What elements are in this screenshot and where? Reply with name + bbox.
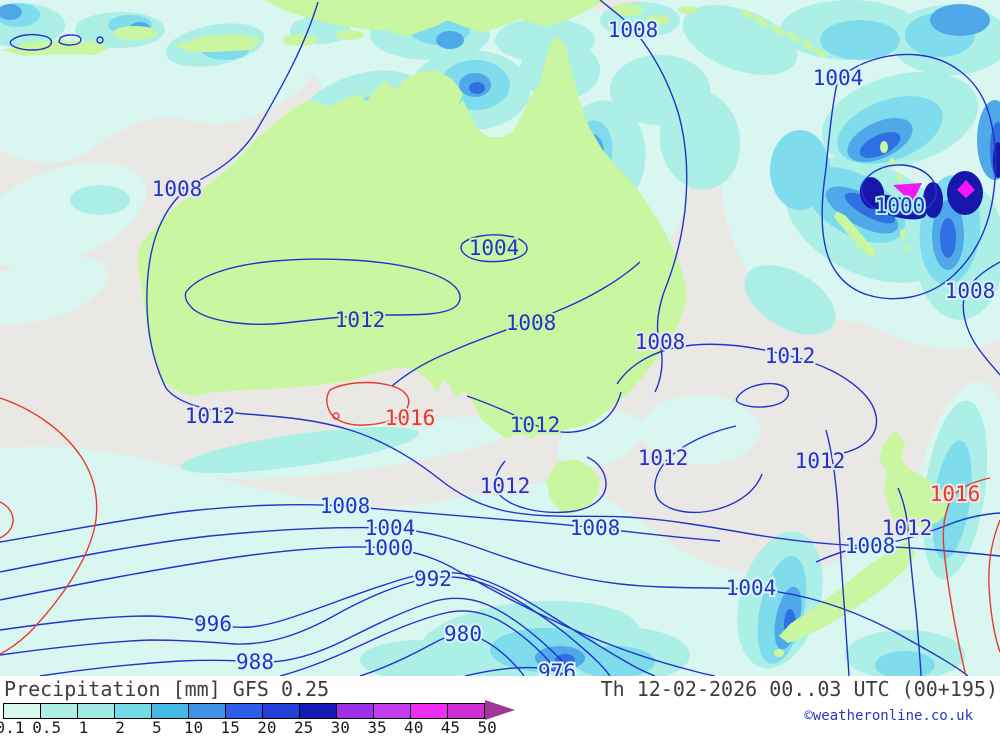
isobar-label: 1008 bbox=[506, 311, 557, 335]
forecast-datetime: Th 12-02-2026 00..03 UTC (00+195) bbox=[600, 677, 998, 701]
colorbar-cell bbox=[263, 704, 300, 718]
isobar-label: 988 bbox=[236, 650, 274, 674]
colorbar-cell bbox=[300, 704, 337, 718]
colorbar-cell bbox=[448, 704, 484, 718]
isobar-label: 1008 bbox=[635, 330, 686, 354]
colorbar-cell bbox=[411, 704, 448, 718]
isobar-label: 1000 bbox=[363, 536, 414, 560]
isobar-label: 1004 bbox=[469, 236, 520, 260]
isobar-label: 992 bbox=[414, 567, 452, 591]
isobar-label: 1000 bbox=[875, 194, 926, 218]
colorbar-tick: 1 bbox=[78, 718, 89, 737]
colorbar-tick: 15 bbox=[220, 718, 240, 737]
isobar-label: 1012 bbox=[480, 474, 531, 498]
colorbar-cell bbox=[78, 704, 115, 718]
isobar-label: 996 bbox=[194, 612, 232, 636]
extreme-precip-cells bbox=[893, 180, 975, 203]
colorbar-tick: 40 bbox=[404, 718, 424, 737]
colorbar-cell bbox=[189, 704, 226, 718]
colorbar-tick: 10 bbox=[183, 718, 204, 737]
colorbar-cell bbox=[41, 704, 78, 718]
isobar-label: 1008 bbox=[570, 516, 621, 540]
isobar-label: 1012 bbox=[510, 413, 561, 437]
colorbar-tick: 20 bbox=[257, 718, 277, 737]
isobars-red bbox=[0, 381, 1000, 676]
legend-title: Precipitation [mm] GFS 0.25 bbox=[4, 677, 330, 701]
isobar-label: 1016 bbox=[930, 482, 981, 506]
isobar-label: 1004 bbox=[365, 516, 416, 540]
colorbar-cell bbox=[115, 704, 152, 718]
colorbar-tick: 35 bbox=[367, 718, 387, 737]
colorbar-tick: 0.1 bbox=[0, 718, 25, 737]
isobar-label: 1008 bbox=[945, 279, 996, 303]
credit-link[interactable]: ©weatheronline.co.uk bbox=[804, 708, 973, 724]
isobar-label: 1004 bbox=[813, 66, 864, 90]
colorbar-tick: 5 bbox=[151, 718, 162, 737]
isobar-label: 1012 bbox=[185, 404, 236, 428]
precipitation-colorbar bbox=[3, 703, 485, 719]
colorbar-cell bbox=[4, 704, 41, 718]
precipitation-map: 1008 1012 1004 1008 1008 1004 1000 1008 1012 1008… bbox=[0, 0, 1000, 676]
isobar-label: 976 bbox=[538, 660, 576, 676]
isobar-label: 1012 bbox=[795, 449, 846, 473]
colorbar-cell bbox=[337, 704, 374, 718]
colorbar-tick: 50 bbox=[477, 718, 497, 737]
isobar-label: 1012 bbox=[638, 446, 689, 470]
isobar-label: 1008 bbox=[320, 494, 371, 518]
isobar-label: 1012 bbox=[335, 308, 386, 332]
isobar-label: 1008 bbox=[845, 534, 896, 558]
isobar-label: 1016 bbox=[385, 406, 436, 430]
colorbar-cell bbox=[152, 704, 189, 718]
colorbar-cell bbox=[226, 704, 263, 718]
colorbar-tick: 45 bbox=[440, 718, 461, 737]
isobar-label: 1008 bbox=[608, 18, 659, 42]
isobars-blue bbox=[0, 0, 1000, 676]
isobar-labels: 1008101210041008100810041000100810121008… bbox=[150, 16, 998, 676]
isobar-label: 1012 bbox=[765, 344, 816, 368]
isobar-label: 980 bbox=[444, 622, 482, 646]
colorbar-tick: 0.5 bbox=[32, 718, 62, 737]
colorbar-tick: 25 bbox=[293, 718, 314, 737]
colorbar-tick-labels: 0.1 0.5 1 2 5 10 15 20 25 30 35 40 45 50 bbox=[0, 718, 560, 737]
isobar-label: 1012 bbox=[882, 516, 933, 540]
legend-bar: Precipitation [mm] GFS 0.25 Th 12-02-202… bbox=[0, 676, 1000, 737]
colorbar-cell bbox=[374, 704, 411, 718]
isobar-label: 1008 bbox=[152, 177, 203, 201]
isobar-label: 1004 bbox=[726, 576, 777, 600]
colorbar-tick: 30 bbox=[330, 718, 350, 737]
colorbar-overflow-arrow bbox=[485, 700, 515, 720]
map-canvas: 1008101210041008100810041000100810121008… bbox=[0, 0, 1000, 676]
colorbar-tick: 2 bbox=[115, 718, 125, 737]
